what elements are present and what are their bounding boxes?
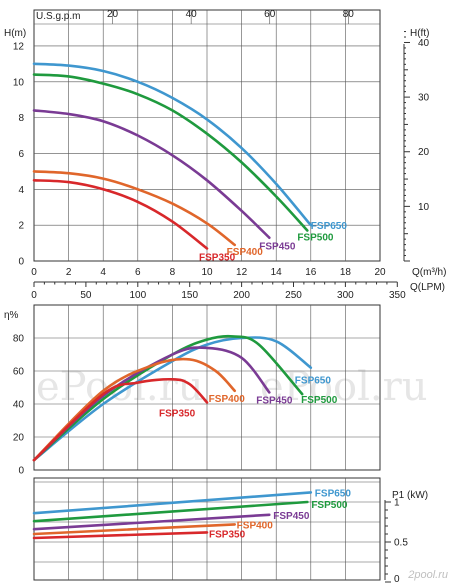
- efficiency-curve-plot: FSP650 FSP500 FSP450 FSP400 FSP350: [32, 334, 338, 462]
- power-label-fsp350: FSP350: [209, 529, 246, 540]
- head-label-fsp350: FSP350: [199, 252, 236, 263]
- head-y-tick-label: 4: [18, 185, 24, 196]
- chart-frames: [33, 9, 381, 581]
- x-tick-label: 4: [100, 267, 106, 278]
- efficiency-label-fsp350: FSP350: [159, 408, 196, 419]
- head-y-tick-label: 10: [13, 77, 25, 88]
- x-tick-label: 2: [66, 267, 72, 278]
- power-label-fsp450: FSP450: [273, 511, 310, 522]
- head-right-tick-label: 40: [418, 38, 430, 49]
- efficiency-label-fsp650: FSP650: [295, 376, 332, 387]
- efficiency-curve-fsp500: [32, 334, 304, 462]
- efficiency-label-fsp450: FSP450: [256, 395, 293, 406]
- head-label-fsp500: FSP500: [297, 233, 334, 244]
- watermark-text: 2pool.ru: [407, 569, 448, 581]
- head-y-tick-label: 8: [18, 113, 24, 124]
- power-label-fsp400: FSP400: [237, 520, 274, 531]
- efficiency-y-tick-label: 80: [13, 334, 25, 345]
- power-right-tick-label: 1: [394, 498, 400, 509]
- head-curve-fsp350: [32, 179, 209, 250]
- efficiency-y-tick-label: 60: [13, 367, 25, 378]
- head-y-axis-label: H(m): [4, 28, 26, 39]
- top-axis-label: U.S.g.p.m: [36, 11, 80, 22]
- x-tick-label: 18: [340, 267, 352, 278]
- power-curve-fsp650: [32, 491, 313, 515]
- power-curve-fsp400: [32, 523, 236, 536]
- head-label-fsp650: FSP650: [311, 221, 348, 232]
- efficiency-y-tick-label: 0: [18, 466, 24, 477]
- head-y-tick-label: 12: [13, 41, 25, 52]
- x-tick-label: 0: [31, 267, 37, 278]
- top-axis-tick-label: 60: [264, 9, 276, 20]
- axis-ticks-and-labels: U.S.g.p.m 20 40 60 80H(m)024681012H(ft)10203…: [4, 9, 446, 584]
- x-tick-label: 8: [170, 267, 176, 278]
- head-curve-fsp500: [32, 73, 309, 232]
- x-tick-label: 12: [236, 267, 248, 278]
- x-axis-label: Q(m³/h): [412, 267, 446, 278]
- head-right-axis-label: H(ft): [410, 28, 429, 39]
- lpm-tick-label: 350: [389, 290, 406, 301]
- power-y-axis-label: P1 (kW): [392, 490, 428, 501]
- efficiency-curve-fsp650: [32, 336, 313, 462]
- head-y-tick-label: 0: [18, 257, 24, 268]
- efficiency-curve-fsp350: [32, 377, 209, 462]
- head-y-tick-label: 6: [18, 149, 24, 160]
- head-curve-fsp450: [32, 109, 271, 239]
- head-right-tick-label: 30: [418, 93, 430, 104]
- lpm-tick-label: 50: [80, 290, 92, 301]
- lpm-tick-label: 150: [181, 290, 198, 301]
- head-label-fsp400: FSP400: [227, 247, 264, 258]
- efficiency-y-axis-label: η%: [4, 310, 19, 321]
- power-curve-fsp500: [32, 500, 309, 523]
- head-right-tick-label: 20: [418, 147, 430, 158]
- lpm-tick-label: 250: [285, 290, 302, 301]
- efficiency-curve-fsp400: [32, 357, 236, 462]
- top-axis-tick-label: 80: [343, 9, 355, 20]
- power-right-tick-label: 0.5: [394, 538, 408, 549]
- head-curve-fsp400: [32, 170, 236, 247]
- head-label-fsp450: FSP450: [259, 242, 296, 253]
- power-curve-fsp450: [32, 513, 271, 531]
- power-label-fsp500: FSP500: [311, 500, 348, 511]
- lpm-tick-label: 100: [129, 290, 146, 301]
- lpm-tick-label: 0: [31, 290, 37, 301]
- lpm-tick-label: 200: [233, 290, 250, 301]
- lpm-tick-label: 300: [337, 290, 354, 301]
- efficiency-label-fsp400: FSP400: [209, 394, 246, 405]
- power-label-fsp650: FSP650: [315, 488, 352, 499]
- watermark-text: ePool.ru: [260, 364, 428, 410]
- x-tick-label: 16: [305, 267, 317, 278]
- x-tick-label: 6: [135, 267, 141, 278]
- top-axis-tick-label: 40: [186, 9, 198, 20]
- efficiency-y-tick-label: 20: [13, 433, 25, 444]
- power-right-tick-label: 0: [394, 574, 400, 584]
- head-right-tick-label: 10: [418, 202, 430, 213]
- x-tick-label: 14: [271, 267, 283, 278]
- top-axis-tick-label: 20: [107, 9, 119, 20]
- x-tick-label: 20: [374, 267, 386, 278]
- efficiency-y-tick-label: 40: [13, 400, 25, 411]
- efficiency-label-fsp500: FSP500: [301, 395, 338, 406]
- x-tick-label: 10: [201, 267, 213, 278]
- head-y-tick-label: 2: [18, 221, 24, 232]
- power-curve-fsp350: [32, 531, 209, 540]
- head-curve-fsp650: [32, 62, 313, 227]
- lpm-axis-label: Q(LPM): [410, 282, 445, 293]
